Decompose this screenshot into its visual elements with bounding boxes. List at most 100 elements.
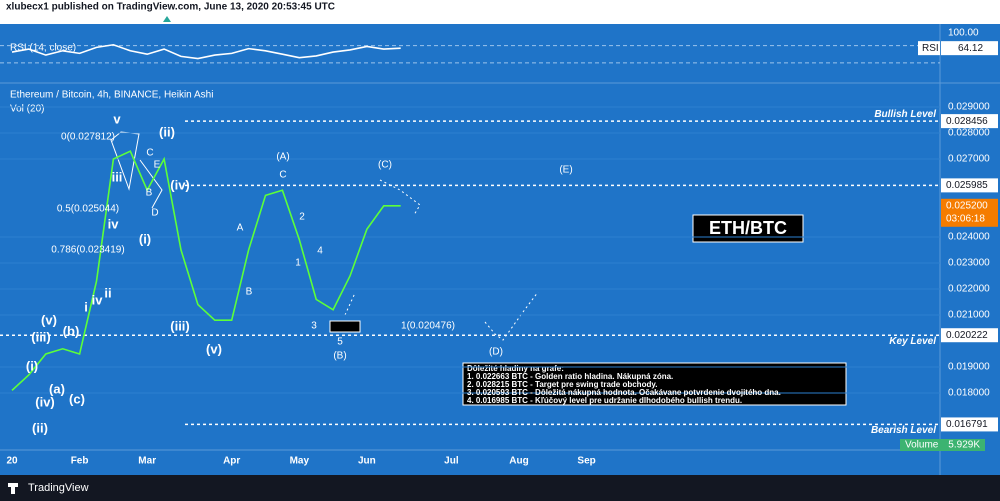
notes-title: Dôležité hladiny na grafe:	[467, 364, 564, 373]
header-o: 0.025118	[288, 14, 330, 25]
wave-label: A	[237, 223, 244, 234]
wave-label: (iii)	[31, 329, 51, 344]
y-tick-label: 0.024000	[948, 232, 990, 243]
fib-label: 1(0.020476)	[401, 321, 455, 332]
wave-label: 4	[317, 246, 323, 257]
level-label: 0.025985	[946, 180, 988, 191]
rsi-tick-label: 100.00	[948, 27, 979, 38]
header-l-label: L:	[383, 14, 392, 25]
level-label: 0.028456	[946, 116, 988, 127]
footer-bg	[0, 475, 1000, 501]
wave-label: 1	[295, 258, 301, 269]
wave-label: (E)	[559, 165, 572, 176]
header-c-label: C:	[433, 14, 444, 25]
wave-label: (v)	[41, 312, 57, 327]
y-tick-label: 0.029000	[948, 102, 990, 113]
wave-label: (ii)	[32, 420, 48, 435]
wave-label: C	[279, 170, 286, 181]
header-h-label: H:	[330, 14, 341, 25]
x-tick-label: Aug	[509, 456, 528, 467]
wave-label: (D)	[489, 347, 503, 358]
header-o-label: O:	[277, 14, 288, 25]
badge: ETH/BTC	[709, 218, 787, 238]
y-tick-label: 0.018000	[948, 388, 990, 399]
wave-label: 3	[311, 321, 317, 332]
wave-label: (C)	[378, 160, 392, 171]
y-tick-label: 0.022000	[948, 284, 990, 295]
wave-label: iv	[108, 216, 120, 231]
wave-label: C	[146, 148, 153, 159]
level-label: 0.016791	[946, 419, 988, 430]
price-line	[11, 43, 401, 60]
x-tick-label: May	[290, 456, 310, 467]
wave-label: v	[113, 111, 121, 126]
notes-line: 1. 0.022663 BTC - Golden ratio hladina. …	[467, 372, 673, 381]
x-tick-label: Jun	[358, 456, 376, 467]
fib-label: 0.5(0.025044)	[57, 204, 119, 215]
x-tick-label: 20	[6, 456, 18, 467]
level-name: Bullish Level	[874, 109, 936, 120]
x-tick-label: Apr	[223, 456, 240, 467]
wave-label: (b)	[63, 323, 80, 338]
wave-label: (i)	[139, 231, 151, 246]
level-name: Bearish Level	[871, 425, 936, 436]
wave-label: (i)	[26, 358, 38, 373]
wave-label: iii	[112, 169, 123, 184]
notes-line: 3. 0.020593 BTC - Dôležitá nákupná hodno…	[467, 388, 781, 397]
header-c: 0.025208	[444, 14, 486, 25]
level-name: Key Level	[889, 336, 936, 347]
level-tag	[941, 114, 998, 129]
wave-label: (iii)	[170, 318, 190, 333]
triangle-drawings	[110, 131, 163, 209]
header-change: +0.000102 (+0.41%)	[175, 14, 266, 25]
header-l: 0.025118	[392, 14, 434, 25]
rsi-name: RSI	[922, 43, 939, 54]
wave-label: (B)	[333, 351, 346, 362]
chart-title: Ethereum / Bitcoin, 4h, BINANCE, Heikin …	[10, 90, 213, 101]
wave-label: E	[154, 160, 161, 171]
notes-box	[462, 362, 847, 406]
x-tick-label: Feb	[71, 456, 89, 467]
x-tick-label: Sep	[577, 456, 595, 467]
countdown: 03:06:18	[946, 213, 985, 224]
level-tag	[941, 178, 998, 193]
y-tick-label: 0.023000	[948, 258, 990, 269]
wave-label: (iv)	[35, 394, 55, 409]
rsi-title: RSI (14, close)	[10, 43, 76, 54]
current-price: 0.025200	[946, 200, 988, 211]
header-last: 0.025200	[92, 14, 134, 25]
y-tick-label: 0.021000	[948, 310, 990, 321]
wave-label: D	[151, 208, 158, 219]
volume-value: 5.929K	[948, 440, 980, 451]
brand: TradingView	[28, 482, 89, 494]
wave-label: (A)	[276, 152, 289, 163]
wave-label: 2	[299, 212, 305, 223]
price-line	[11, 150, 401, 391]
header-symbol: BINANCE:ETHBTC, 240	[6, 14, 118, 25]
notes-line: 4. 0.016985 BTC - Kľúčový level pre udrž…	[467, 396, 742, 405]
rsi-name-box	[918, 41, 940, 56]
wave-label: (ii)	[159, 124, 175, 139]
wave-label: (c)	[69, 391, 85, 406]
volume-label: Volume	[905, 440, 939, 451]
level-label: 0.020222	[946, 330, 988, 341]
price-tag	[941, 198, 998, 227]
y-tick-label: 0.028000	[948, 128, 990, 139]
wave-label: ii	[104, 285, 111, 300]
publisher: xlubecx1 published on TradingView.com, J…	[6, 2, 335, 13]
rsi-tag	[941, 41, 998, 56]
y-tick-label: 0.027000	[948, 154, 990, 165]
level-tag	[941, 328, 998, 343]
wave-label: (iv)	[170, 177, 190, 192]
header-h: 0.025280	[341, 14, 383, 25]
fib-label: 0.786(0.023419)	[51, 245, 124, 256]
wave-label: (a)	[49, 381, 65, 396]
rsi-value: 64.12	[958, 43, 983, 54]
badge-box	[692, 214, 804, 243]
logo	[8, 483, 18, 494]
wave-label: i	[84, 299, 88, 314]
y-tick-label: 0.019000	[948, 362, 990, 373]
chart-subtitle: Vol (20)	[10, 104, 44, 115]
